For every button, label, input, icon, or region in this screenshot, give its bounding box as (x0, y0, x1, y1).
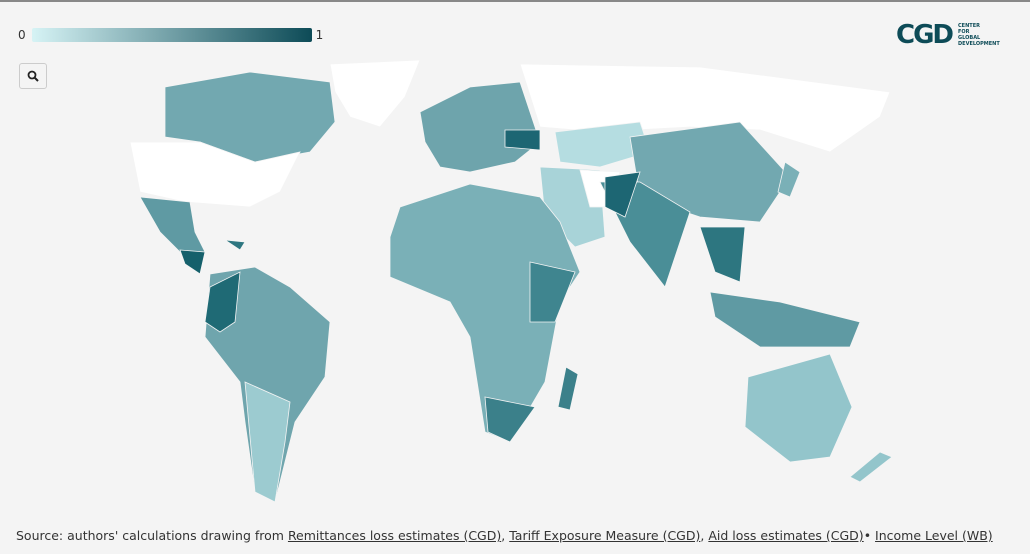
logo-line: DEVELOPMENT (958, 41, 1000, 47)
madagascar (557, 366, 579, 411)
search-icon (27, 70, 39, 82)
southeast-asia (699, 226, 746, 283)
separator: , (700, 528, 705, 543)
source-link[interactable]: Remittances loss estimates (CGD) (287, 528, 502, 543)
east-africa (529, 261, 576, 323)
logo-line: CENTER (958, 23, 980, 29)
logo-line: GLOBAL (958, 35, 981, 41)
andes (204, 271, 241, 333)
australia (744, 353, 853, 463)
europe (419, 81, 541, 173)
south-america (204, 266, 331, 503)
greenland (329, 59, 421, 128)
logo: CGD CENTER FOR GLOBAL DEVELOPMENT (896, 20, 1000, 50)
search-button[interactable] (19, 63, 47, 89)
source-label: Source: authors' calculations drawing fr… (16, 528, 284, 543)
usa (129, 141, 301, 208)
logo-line: FOR (958, 29, 970, 35)
source-link[interactable]: Aid loss estimates (CGD) (708, 528, 864, 543)
southern-africa (484, 396, 536, 443)
legend-max: 1 (315, 28, 324, 42)
logo-mark: CGD (896, 20, 954, 50)
caribbean (224, 239, 246, 251)
separator: , (501, 528, 506, 543)
central-america (179, 249, 206, 275)
mexico (139, 196, 206, 258)
source: Source: authors' calculations drawing fr… (16, 528, 993, 543)
japan (777, 161, 801, 198)
legend: 0 1 (18, 28, 323, 42)
source-link[interactable]: Tariff Exposure Measure (CGD) (509, 528, 701, 543)
logo-text: CENTER FOR GLOBAL DEVELOPMENT (958, 23, 1000, 47)
legend-gradient (31, 28, 312, 42)
indonesia (709, 291, 861, 348)
ukraine (504, 129, 541, 151)
central-asia (554, 121, 651, 168)
legend-min: 0 (18, 28, 26, 42)
new-zealand (849, 451, 893, 483)
canada (164, 71, 336, 163)
separator: • (863, 528, 872, 543)
southern-cone (244, 381, 291, 503)
pakistan (604, 171, 641, 218)
source-link[interactable]: Income Level (WB) (875, 528, 993, 543)
